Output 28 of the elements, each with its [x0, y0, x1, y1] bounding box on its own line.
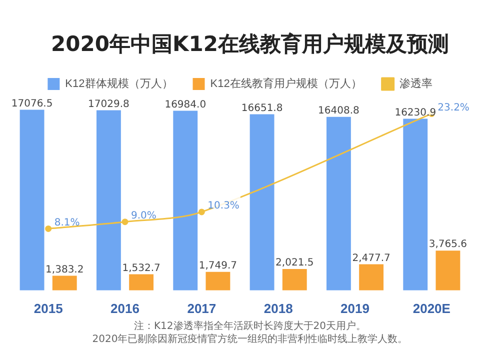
legend-label: K12群体规模（万人） [65, 78, 173, 90]
text: 2020年已剔除因新冠疫情官方统一组织的非营利性临时线上教学人数。 [91, 333, 409, 346]
data-label: 1,749.7 [198, 260, 238, 272]
data-label: 16651.8 [241, 102, 283, 114]
data-label: 17076.5 [11, 98, 53, 110]
data-label: 23.2% [438, 102, 470, 114]
data-label: 9.0% [131, 210, 156, 222]
data-label: 1,383.2 [46, 264, 84, 276]
x-tick-label: 2020E [412, 300, 451, 316]
data-label: 16408.8 [318, 105, 360, 116]
data-label: 16984.0 [164, 99, 206, 110]
data-label: 3,765.6 [428, 239, 468, 250]
data-label: 17029.8 [88, 98, 130, 110]
data-label: 2,021.5 [276, 258, 314, 269]
chart-title: 2020年中国K12在线教育用户规模及预测 [50, 31, 450, 58]
text: 注：K12渗透率指全年活跃时长跨度大于20天用户。 [132, 320, 367, 333]
data-label: 16230.9 [394, 107, 436, 118]
data-label: 2,477.7 [352, 252, 390, 264]
data-label: 10.3% [208, 200, 240, 212]
x-tick-label: 2016 [110, 300, 140, 316]
x-tick-label: 2015 [34, 300, 63, 316]
legend-label: 渗透率 [399, 77, 432, 90]
x-tick-label: 2017 [187, 300, 216, 316]
x-tick-label: 2018 [264, 300, 293, 316]
data-label: 1,532.7 [122, 262, 160, 274]
data-label: 8.1% [54, 217, 80, 228]
legend-label: K12在线教育用户规模（万人） [210, 77, 362, 90]
x-tick-label: 2019 [340, 300, 370, 316]
